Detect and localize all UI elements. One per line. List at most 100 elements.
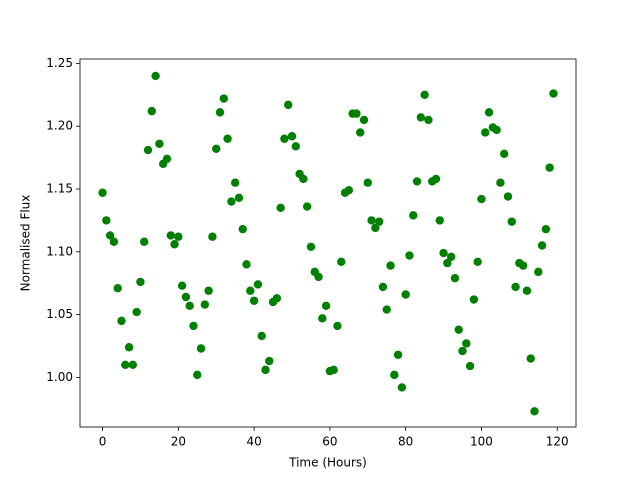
point [424,115,433,125]
point [378,282,388,292]
point [507,217,516,226]
point [185,301,194,310]
point [155,139,164,148]
point [306,242,316,251]
point [371,223,380,233]
point [462,339,471,348]
point [265,356,274,366]
point [458,346,467,356]
x-tick-label: 120 [546,435,569,449]
point [393,350,403,359]
point [416,113,426,122]
point [382,305,391,314]
point [272,294,282,303]
point [356,128,365,137]
point [412,177,422,186]
point [329,365,338,375]
point [318,314,327,323]
point [545,163,554,172]
point [261,365,270,375]
point [151,71,160,81]
point [147,106,157,116]
point [105,231,115,240]
point [299,174,308,184]
point [518,261,528,270]
y-tick-label: 1.10 [46,244,73,258]
point [109,237,119,246]
point [253,280,263,289]
x-tick-label: 80 [398,435,413,449]
x-axis-label: Time (Hours) [288,456,367,470]
point [200,300,210,309]
point [121,360,130,370]
plot-frame [79,58,577,428]
x-tick-label: 100 [470,435,493,449]
point [234,193,244,202]
point [431,174,441,184]
point [465,361,475,371]
point [454,325,463,334]
point [321,301,331,310]
point [390,370,399,380]
point [337,257,346,267]
point [511,282,520,292]
point [359,115,369,125]
point [473,257,482,267]
point [208,232,217,241]
point [363,178,372,187]
point [499,149,509,159]
point [143,145,153,155]
x-tick-label: 0 [99,435,107,449]
point [215,108,225,117]
point [526,354,535,363]
point [102,216,111,225]
point [374,217,384,226]
point [249,296,259,305]
point [496,178,505,187]
point [276,203,285,213]
point [484,108,494,117]
point [117,316,126,326]
point [435,216,444,225]
point [492,125,501,135]
point [541,224,551,234]
point [124,343,134,352]
y-tick-label: 1.25 [46,56,73,70]
point [166,231,175,240]
point [170,240,179,249]
point [230,178,240,187]
point [450,273,460,283]
y-axis-label: Normalised Flux [19,195,33,292]
point [530,407,539,416]
y-tick-label: 1.20 [46,119,73,133]
point [302,202,312,211]
point [193,370,202,380]
point [405,251,414,260]
point [446,252,456,262]
point [284,100,293,110]
point [397,383,407,392]
point [162,154,172,164]
point [113,284,122,293]
point [98,188,107,197]
point [409,211,418,220]
point [196,344,206,353]
point [132,307,141,317]
point [280,134,289,143]
point [246,286,255,295]
point [238,224,247,234]
point [469,295,479,304]
point [189,321,198,331]
point [549,89,558,98]
y-tick-label: 1.05 [46,307,73,321]
point [537,241,547,250]
point [420,90,429,99]
point [212,144,221,154]
point [257,331,266,341]
point [204,286,213,295]
y-tick-label: 1.15 [46,181,73,195]
point [344,186,354,195]
point [443,258,452,268]
